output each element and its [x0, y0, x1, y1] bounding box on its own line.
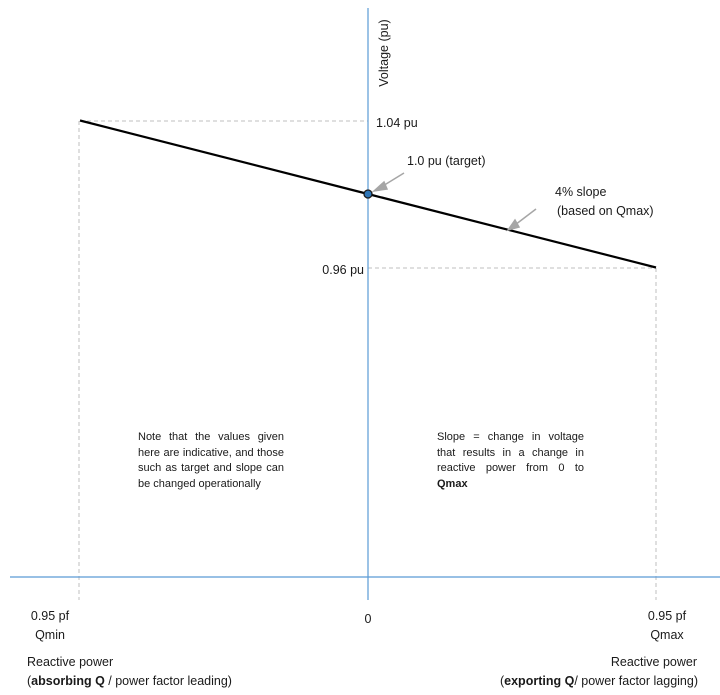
annotation-arrows	[371, 172, 537, 232]
x-axis-label-left: Reactive power	[27, 655, 114, 669]
y-tick-lower: 0.96 pu	[322, 263, 364, 277]
footer-right-bold: exporting Q	[504, 674, 575, 688]
note-right-text: Slope = change in voltage that results i…	[437, 431, 584, 474]
footer-right: (exporting Q/ power factor lagging)	[499, 674, 698, 688]
x-axis-label-right: Reactive power	[610, 655, 697, 669]
x-tick-right-sub: Qmax	[650, 628, 684, 642]
target-point-marker	[363, 189, 373, 199]
note-right-bold: Qmax	[437, 477, 468, 490]
slope-arrowhead	[506, 218, 521, 232]
slope-annotation-line1: 4% slope	[555, 185, 607, 199]
note-left: Note that the values given here are indi…	[138, 431, 284, 490]
y-tick-upper: 1.04 pu	[376, 116, 418, 130]
x-tick-right: 0.95 pf	[647, 609, 687, 623]
footer-left-bold: absorbing Q	[31, 674, 105, 688]
y-axis-label: Voltage (pu)	[377, 19, 391, 87]
x-tick-left: 0.95 pf	[30, 609, 70, 623]
x-tick-left-sub: Qmin	[35, 628, 65, 642]
x-tick-center: 0	[364, 612, 372, 626]
note-right: Slope = change in voltage that results i…	[437, 430, 584, 492]
target-annotation: 1.0 pu (target)	[407, 154, 486, 168]
footer-left: (absorbing Q / power factor leading)	[27, 674, 232, 688]
target-arrowhead	[371, 180, 389, 193]
guide-lines	[78, 120, 657, 600]
slope-annotation-line2: (based on Qmax)	[557, 204, 654, 218]
